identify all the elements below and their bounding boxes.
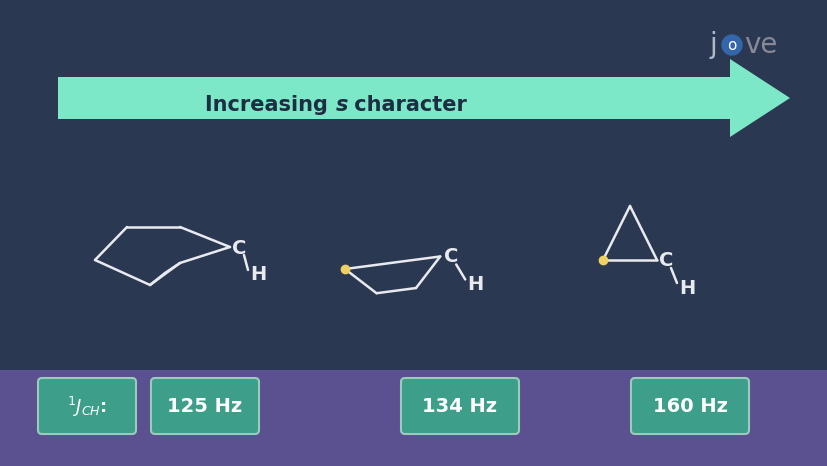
Text: character: character bbox=[347, 95, 466, 115]
Text: ve: ve bbox=[743, 31, 777, 59]
Text: 125 Hz: 125 Hz bbox=[167, 397, 242, 417]
Text: 160 Hz: 160 Hz bbox=[652, 397, 727, 417]
Text: o: o bbox=[726, 38, 736, 53]
Text: Increasing: Increasing bbox=[204, 95, 335, 115]
Text: C: C bbox=[232, 240, 246, 259]
Text: H: H bbox=[466, 275, 483, 294]
Text: 134 Hz: 134 Hz bbox=[422, 397, 497, 417]
Bar bbox=[0, 370, 827, 466]
Circle shape bbox=[721, 35, 741, 55]
Bar bbox=[58, 77, 734, 119]
Text: H: H bbox=[250, 266, 266, 285]
Text: C: C bbox=[658, 251, 672, 269]
FancyBboxPatch shape bbox=[38, 378, 136, 434]
Polygon shape bbox=[729, 59, 789, 137]
Text: C: C bbox=[444, 247, 458, 266]
Text: H: H bbox=[678, 279, 695, 297]
Text: s: s bbox=[336, 95, 348, 115]
FancyBboxPatch shape bbox=[151, 378, 259, 434]
FancyBboxPatch shape bbox=[630, 378, 748, 434]
Text: j: j bbox=[709, 31, 717, 59]
FancyBboxPatch shape bbox=[400, 378, 519, 434]
Text: $^1J_{CH}$:: $^1J_{CH}$: bbox=[67, 395, 107, 419]
